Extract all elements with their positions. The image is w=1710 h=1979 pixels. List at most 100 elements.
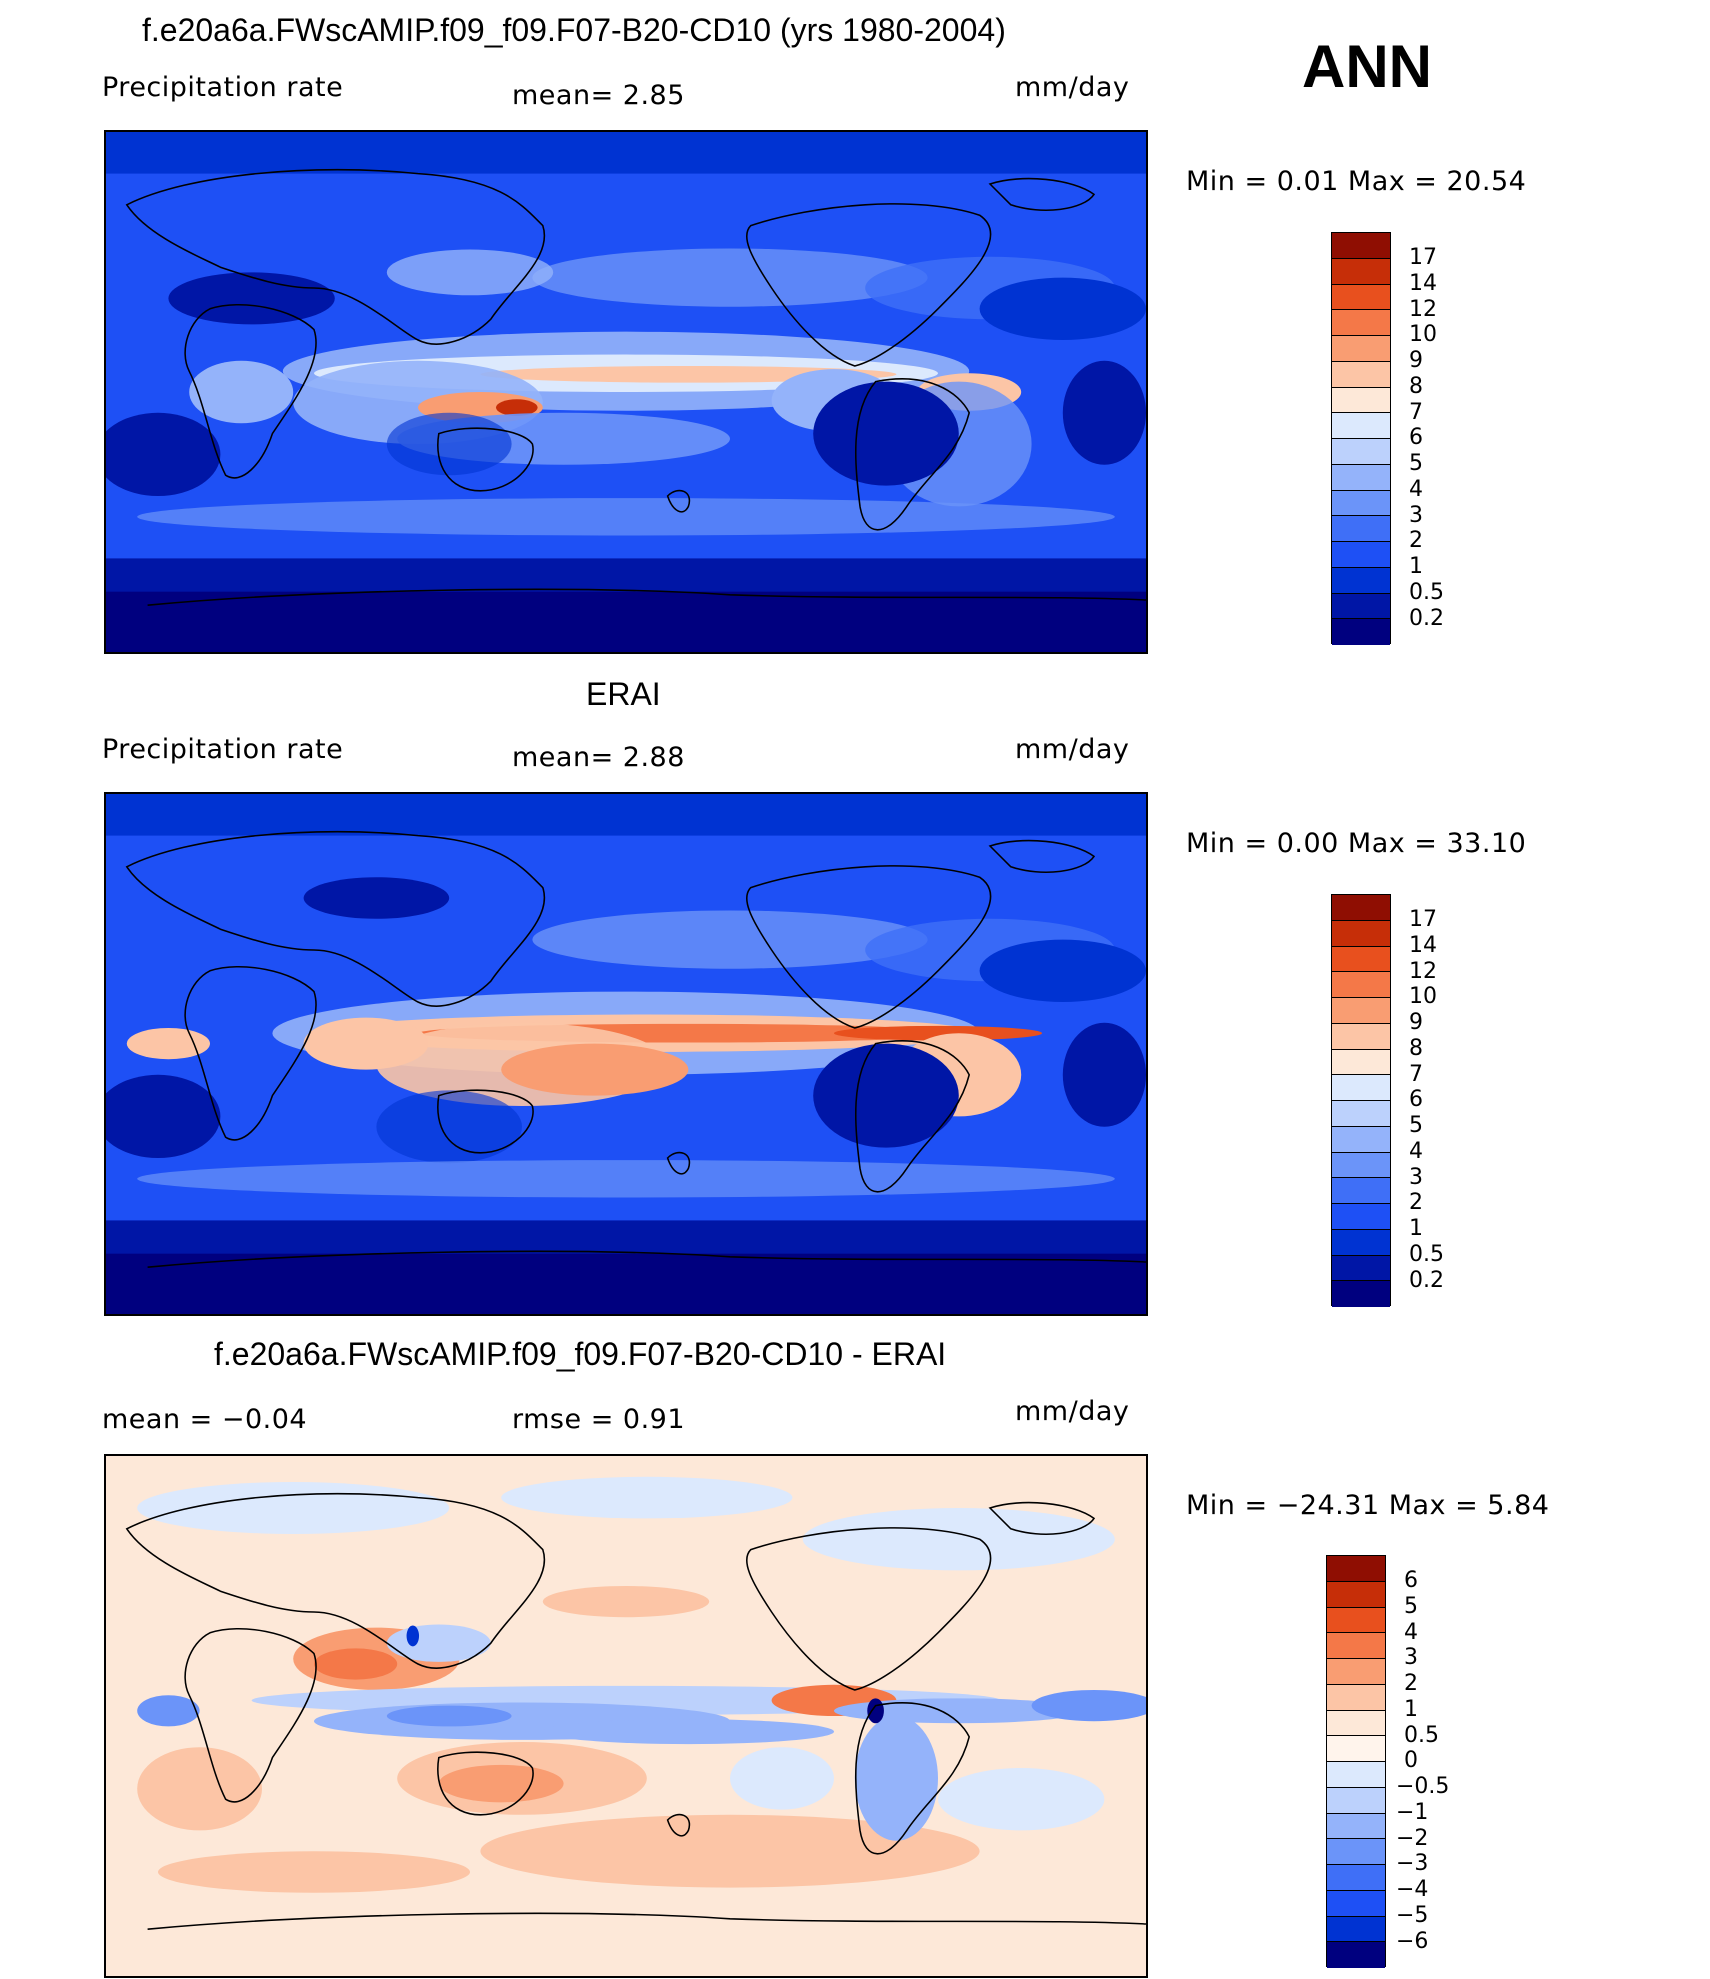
colorbar-swatch	[1332, 439, 1390, 465]
colorbar-tick: 8	[1409, 1036, 1423, 1061]
colorbar-tick: 17	[1409, 245, 1437, 270]
colorbar-tick: 4	[1404, 1620, 1418, 1645]
season-label: ANN	[1302, 33, 1432, 100]
colorbar-tick: −5	[1396, 1903, 1429, 1928]
panel1-colorbar: 17 14 12 10 9 8 7 6 5 4 3 2 1 0.5 0.2	[1331, 232, 1531, 645]
colorbar-tick: −4	[1396, 1877, 1429, 1902]
panel3-rmse-label: rmse = 0.91	[512, 1404, 686, 1435]
colorbar-tick: 2	[1404, 1671, 1418, 1696]
panel3-mean-label: mean = −0.04	[102, 1404, 308, 1435]
colorbar-tick: −1	[1396, 1800, 1429, 1825]
panel2-minmax-label: Min = 0.00 Max = 33.10	[1186, 828, 1527, 859]
colorbar-swatch	[1332, 998, 1390, 1024]
panel2-precip-map	[104, 792, 1148, 1316]
colorbar-swatch	[1332, 490, 1390, 517]
colorbar-swatch	[1327, 1659, 1385, 1685]
colorbar-tick: −3	[1396, 1851, 1429, 1876]
panel3-units-label: mm/day	[1015, 1396, 1130, 1427]
colorbar-swatch	[1332, 946, 1390, 973]
colorbar-tick: 0.5	[1404, 1723, 1439, 1748]
colorbar-tick: 3	[1404, 1645, 1418, 1670]
panel2-colorbar-swatches	[1331, 894, 1391, 1307]
colorbar-swatch	[1332, 310, 1390, 336]
colorbar-swatch	[1332, 895, 1390, 921]
colorbar-tick: 3	[1409, 1165, 1423, 1190]
colorbar-swatch	[1332, 464, 1390, 491]
colorbar-tick: 4	[1409, 1139, 1423, 1164]
colorbar-tick: 0.2	[1409, 606, 1444, 631]
colorbar-tick: 5	[1409, 451, 1423, 476]
colorbar-tick: 5	[1409, 1113, 1423, 1138]
colorbar-swatch	[1332, 1023, 1390, 1050]
colorbar-swatch	[1327, 1942, 1385, 1968]
panel1-units-label: mm/day	[1015, 72, 1130, 103]
colorbar-tick: −0.5	[1396, 1774, 1450, 1799]
panel1-variable-label: Precipitation rate	[102, 72, 344, 103]
colorbar-swatch	[1327, 1839, 1385, 1865]
colorbar-tick: 1	[1409, 1216, 1423, 1241]
colorbar-swatch	[1332, 593, 1390, 620]
colorbar-tick: 9	[1409, 1010, 1423, 1035]
panel2-units-label: mm/day	[1015, 734, 1130, 765]
panel1-minmax-label: Min = 0.01 Max = 20.54	[1186, 166, 1527, 197]
panel2-colorbar: 17 14 12 10 9 8 7 6 5 4 3 2 1 0.5 0.2	[1331, 894, 1531, 1307]
colorbar-tick: 14	[1409, 271, 1437, 296]
colorbar-tick: 6	[1409, 425, 1423, 450]
panel3-colorbar: 6 5 4 3 2 1 0.5 0 −0.5 −1 −2 −3 −4 −5 −6	[1326, 1555, 1526, 1968]
colorbar-swatch	[1327, 1633, 1385, 1659]
colorbar-swatch	[1327, 1607, 1385, 1634]
panel1-mean-label: mean= 2.85	[512, 80, 685, 111]
panel1-title: f.e20a6a.FWscAMIP.f09_f09.F07-B20-CD10 (…	[142, 12, 1006, 48]
colorbar-tick: 0.5	[1409, 1242, 1444, 1267]
colorbar-swatch	[1332, 387, 1390, 414]
colorbar-swatch	[1332, 413, 1390, 439]
colorbar-swatch	[1332, 542, 1390, 568]
colorbar-swatch	[1327, 1890, 1385, 1917]
colorbar-tick: 14	[1409, 933, 1437, 958]
colorbar-tick: 6	[1409, 1087, 1423, 1112]
colorbar-swatch	[1332, 361, 1390, 388]
colorbar-swatch	[1332, 1075, 1390, 1101]
panel3-difference-map	[104, 1454, 1148, 1978]
colorbar-tick: 7	[1409, 400, 1423, 425]
colorbar-swatch	[1332, 1152, 1390, 1179]
colorbar-swatch	[1332, 516, 1390, 542]
colorbar-swatch	[1332, 233, 1390, 259]
colorbar-tick: 1	[1409, 554, 1423, 579]
colorbar-swatch	[1332, 1126, 1390, 1153]
colorbar-tick: 2	[1409, 528, 1423, 553]
colorbar-swatch	[1332, 284, 1390, 311]
colorbar-tick: 5	[1404, 1594, 1418, 1619]
panel1-colorbar-swatches	[1331, 232, 1391, 645]
colorbar-tick: 3	[1409, 503, 1423, 528]
colorbar-tick: 2	[1409, 1190, 1423, 1215]
colorbar-tick: 7	[1409, 1062, 1423, 1087]
colorbar-swatch	[1327, 1916, 1385, 1943]
panel3-colorbar-swatches	[1326, 1555, 1386, 1968]
colorbar-tick: 12	[1409, 297, 1437, 322]
colorbar-swatch	[1332, 1229, 1390, 1256]
colorbar-swatch	[1332, 619, 1390, 645]
colorbar-tick: 0	[1404, 1748, 1418, 1773]
colorbar-tick: −6	[1396, 1929, 1429, 1954]
panel2-title: ERAI	[586, 676, 661, 712]
colorbar-swatch	[1327, 1813, 1385, 1840]
colorbar-swatch	[1327, 1684, 1385, 1711]
colorbar-tick: 17	[1409, 907, 1437, 932]
colorbar-swatch	[1327, 1865, 1385, 1891]
colorbar-swatch	[1332, 1281, 1390, 1307]
colorbar-tick: 10	[1409, 322, 1437, 347]
panel3-title: f.e20a6a.FWscAMIP.f09_f09.F07-B20-CD10 -…	[214, 1336, 947, 1372]
colorbar-tick: 6	[1404, 1568, 1418, 1593]
colorbar-swatch	[1332, 336, 1390, 362]
colorbar-swatch	[1332, 1101, 1390, 1127]
colorbar-tick: 4	[1409, 477, 1423, 502]
colorbar-tick: 0.2	[1409, 1268, 1444, 1293]
colorbar-swatch	[1332, 1204, 1390, 1230]
colorbar-tick: 1	[1404, 1697, 1418, 1722]
colorbar-swatch	[1327, 1710, 1385, 1737]
colorbar-swatch	[1332, 920, 1390, 947]
colorbar-swatch	[1332, 1049, 1390, 1076]
colorbar-swatch	[1327, 1581, 1385, 1608]
colorbar-swatch	[1327, 1556, 1385, 1582]
